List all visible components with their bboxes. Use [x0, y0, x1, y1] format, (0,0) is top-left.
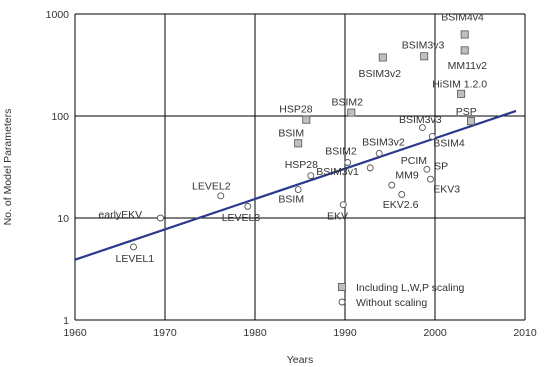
- data-point-square: [302, 115, 311, 124]
- data-point-circle: [398, 191, 406, 198]
- x-tick-label: 1980: [243, 327, 267, 339]
- point-label: EKV3: [433, 184, 460, 196]
- point-label: BSIM: [278, 193, 304, 205]
- point-label: PSP: [456, 106, 477, 118]
- point-label: MM9: [395, 169, 418, 181]
- point-label: BSIM3v1: [316, 166, 359, 178]
- trend-line: [74, 109, 517, 261]
- grid-lines: [74, 13, 526, 321]
- point-label: LEVEL1: [116, 253, 155, 265]
- point-label: BSIM3v3: [402, 39, 445, 51]
- x-axis-title: Years: [287, 354, 313, 366]
- data-point-circle: [244, 202, 252, 210]
- y-tick-label: 1: [63, 315, 69, 327]
- point-label: earlyEKV: [98, 209, 142, 221]
- data-point-circle: [130, 243, 137, 251]
- point-label: BSIM: [278, 127, 304, 139]
- data-point-square: [420, 52, 429, 61]
- legend-label: Without scaling: [356, 297, 427, 309]
- data-point-square: [466, 117, 475, 126]
- point-label: SP: [434, 160, 448, 172]
- point-label: HiSIM 1.2.0: [432, 79, 487, 91]
- data-point-circle: [307, 172, 315, 180]
- x-tick-label: 1990: [333, 327, 357, 339]
- data-point-circle: [388, 181, 396, 189]
- annotation-labels: LEVEL1 earlyEKV LEVEL2 LEVEL3 BSIM HSP28 BSIM2…: [98, 12, 487, 265]
- data-point-square: [460, 46, 469, 55]
- y-axis-title: No. of Model Parameters: [2, 109, 14, 226]
- point-label: BSIM3v2: [362, 136, 405, 148]
- point-label: BSIM3v2: [359, 68, 402, 80]
- data-point-circle: [157, 214, 164, 222]
- point-label: HSP28: [285, 159, 318, 171]
- data-point-square: [294, 139, 303, 148]
- point-label: EKV: [327, 210, 348, 222]
- data-point-circle: [427, 175, 434, 183]
- x-tick-label: 1960: [63, 327, 87, 339]
- point-label: HSP28: [279, 104, 312, 116]
- data-point-square: [378, 53, 387, 62]
- data-point-circle: [217, 192, 225, 200]
- data-points: [130, 30, 475, 251]
- legend-marker-square: [337, 282, 346, 291]
- y-tick-label: 100: [51, 111, 69, 123]
- point-label: PCIM: [401, 155, 427, 167]
- point-label: BSIM3v3: [399, 114, 442, 126]
- data-point-circle: [339, 201, 347, 209]
- x-tick-label: 2000: [423, 327, 447, 339]
- y-tick-label: 1000: [46, 9, 70, 21]
- point-label: EKV2.6: [383, 199, 419, 211]
- data-point-square: [460, 30, 469, 39]
- y-tick-label: 10: [57, 213, 69, 225]
- data-point-circle: [418, 124, 426, 132]
- data-point-circle: [428, 133, 436, 140]
- legend-label: Including L,W,P scaling: [356, 282, 465, 294]
- data-point-circle: [294, 186, 302, 194]
- tick-labels: 1960 1970 1980 1990 2000 2010 1 10 100 1000: [46, 9, 537, 339]
- point-label: BSIM2: [325, 145, 357, 157]
- trend-line-group: [74, 109, 517, 261]
- point-label: LEVEL2: [192, 181, 231, 193]
- data-point-square: [457, 89, 466, 98]
- point-label: LEVEL3: [222, 212, 261, 224]
- point-label: BSIM4v4: [441, 12, 484, 24]
- data-point-circle: [366, 164, 374, 172]
- x-tick-label: 1970: [153, 327, 177, 339]
- point-label: BSIM2: [332, 96, 364, 108]
- point-label: BSIM4: [433, 138, 465, 150]
- data-point-circle: [423, 165, 431, 173]
- data-point-circle: [344, 159, 352, 166]
- x-tick-label: 2010: [513, 327, 537, 339]
- data-point-square: [347, 108, 356, 117]
- legend: Including L,W,P scaling Without scaling: [337, 282, 465, 309]
- legend-marker-circle: [338, 298, 346, 306]
- data-point-circle: [375, 149, 383, 157]
- point-label: MM11v2: [448, 60, 488, 72]
